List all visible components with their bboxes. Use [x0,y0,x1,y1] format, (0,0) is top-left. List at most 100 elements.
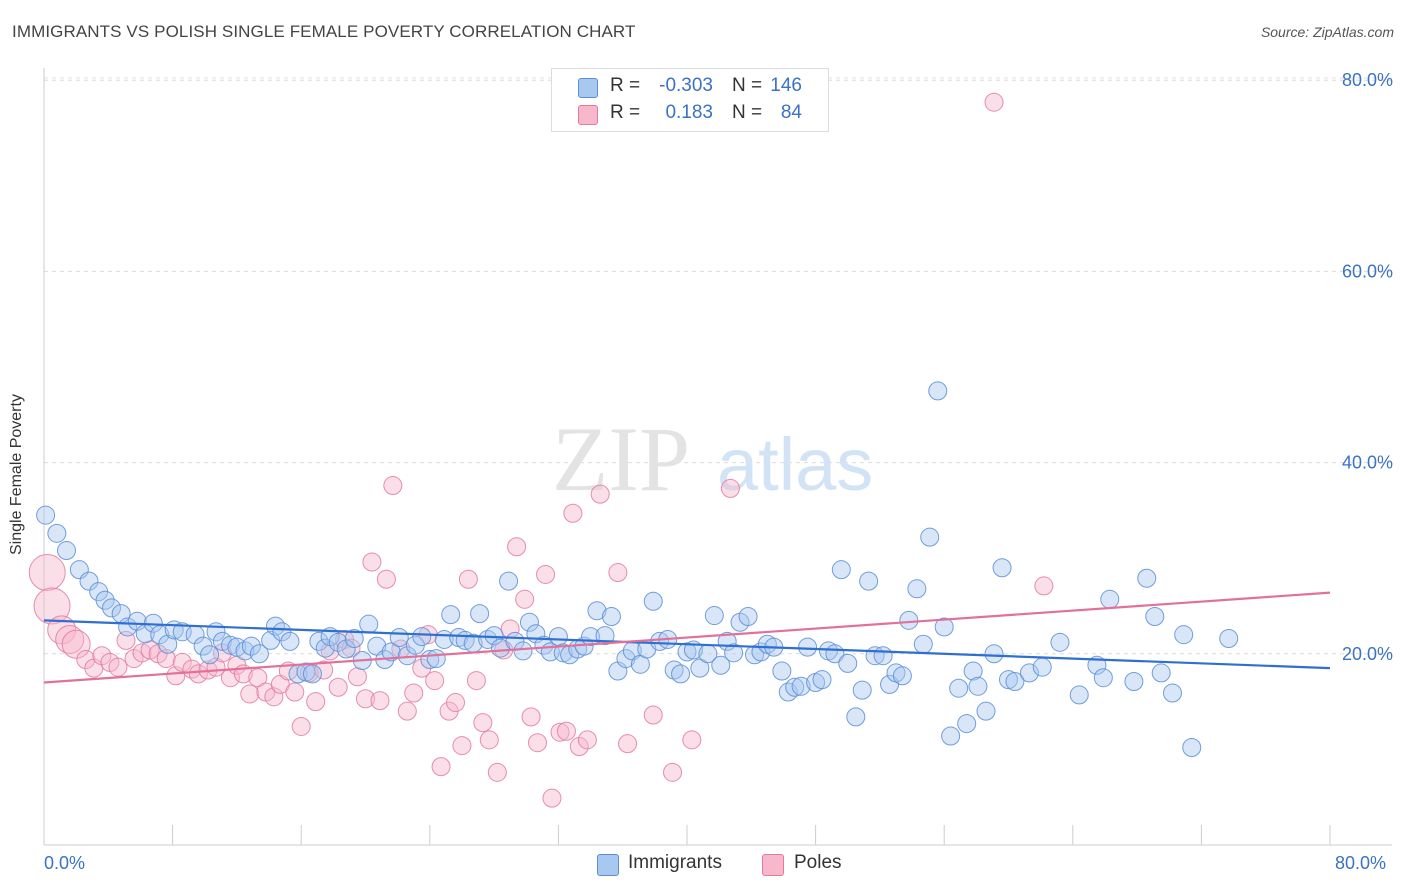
immigrants-point [1093,668,1113,688]
poles-point [285,682,305,702]
immigrants-point [336,639,356,659]
immigrants-point [102,598,122,618]
immigrants-point [381,642,401,662]
poles-point [172,652,192,672]
immigrants-point [302,664,322,684]
poles-point [370,691,390,711]
immigrants-point [949,678,969,698]
immigrants-point [272,622,292,642]
immigrants-point [548,627,568,647]
immigrants-point [992,558,1012,578]
immigrants-point [359,614,379,634]
poles-point [248,668,268,688]
poles-point [92,646,112,666]
y-tick-label: 60.0% [1342,261,1393,281]
poles-point [550,722,570,742]
immigrants-point [892,666,912,686]
poles-point [328,677,348,697]
immigrants-point [984,644,1004,664]
immigrants-point [158,634,178,654]
poles-point [362,552,382,572]
poles-point [521,707,541,727]
immigrants-trend-line [43,619,1331,670]
immigrants-point [249,644,269,664]
legend-row-poles: R = 0.183 N = 84 [552,100,828,126]
legend-row-immigrants: R = -0.303 N = 146 [552,73,828,99]
poles-point [458,569,478,589]
immigrants-point [791,676,811,696]
poles-point [376,569,396,589]
immigrants-point [412,627,432,647]
poles-point [577,730,597,750]
legend-n-label: N = [732,75,763,96]
poles-legend-swatch [762,854,784,876]
poles-point [306,692,326,712]
legend-n-value: 146 [770,75,802,96]
immigrants-point [643,591,663,611]
immigrants-point [928,381,948,401]
immigrants-point [671,664,691,684]
poles-point [643,705,663,725]
poles-points [28,92,1054,808]
poles-point [1034,576,1054,596]
immigrants-point [1145,607,1165,627]
watermark: ZIP atlas [552,408,873,510]
legend-r-value: -0.303 [659,75,713,96]
immigrants-point [1219,629,1239,649]
immigrants-point [798,637,818,657]
poles-point [542,788,562,808]
poles-point [425,671,445,691]
x-tick-max: 80.0% [1335,853,1387,873]
watermark-zip: ZIP [552,408,690,510]
poles-point [515,589,535,609]
immigrants-point [976,701,996,721]
poles-point [507,537,527,557]
poles-point [479,730,499,750]
immigrants-legend-label: Immigrants [628,852,722,873]
immigrants-point [913,634,933,654]
immigrants-point [441,605,461,625]
correlation-legend: R = -0.303 N = 146 R = 0.183 N = 84 [551,68,829,132]
immigrants-point [650,631,670,651]
poles-legend-label: Poles [794,852,842,873]
poles-point [397,701,417,721]
immigrants-point [220,635,240,655]
legend-r-label: R = [610,75,641,96]
immigrants-point [499,571,519,591]
immigrants-point [957,714,977,734]
immigrants-point [831,560,851,580]
immigrants-point [36,505,56,525]
immigrants-point [344,629,364,649]
poles-point [28,554,66,592]
y-axis-label: Single Female Poverty [8,394,25,555]
poles-point [431,757,451,777]
poles-point [383,476,403,496]
poles-point [984,92,1004,112]
poles-point [487,762,507,782]
poles-point [240,684,260,704]
poles-point [446,693,466,713]
immigrants-point [899,610,919,630]
poles-point [608,563,628,583]
poles-point [663,762,683,782]
legend-n-value: 84 [780,102,802,123]
immigrants-point [1032,657,1052,677]
immigrants-point [1174,625,1194,645]
immigrants-points [36,381,1239,757]
chart-title: IMMIGRANTS VS POLISH SINGLE FEMALE POVER… [12,22,636,41]
immigrants-point [57,541,77,561]
immigrants-point [1137,568,1157,588]
poles-point [33,587,71,625]
immigrants-point [315,638,335,658]
immigrants-point [677,642,697,662]
poles-point [356,689,375,709]
immigrants-point [47,523,67,543]
poles-point [590,484,610,504]
poles-point [264,687,284,707]
poles-point [556,721,576,741]
immigrants-point [1019,663,1039,683]
immigrants-point [1005,672,1025,692]
immigrants-point [1162,683,1182,703]
immigrants-point [587,601,607,621]
